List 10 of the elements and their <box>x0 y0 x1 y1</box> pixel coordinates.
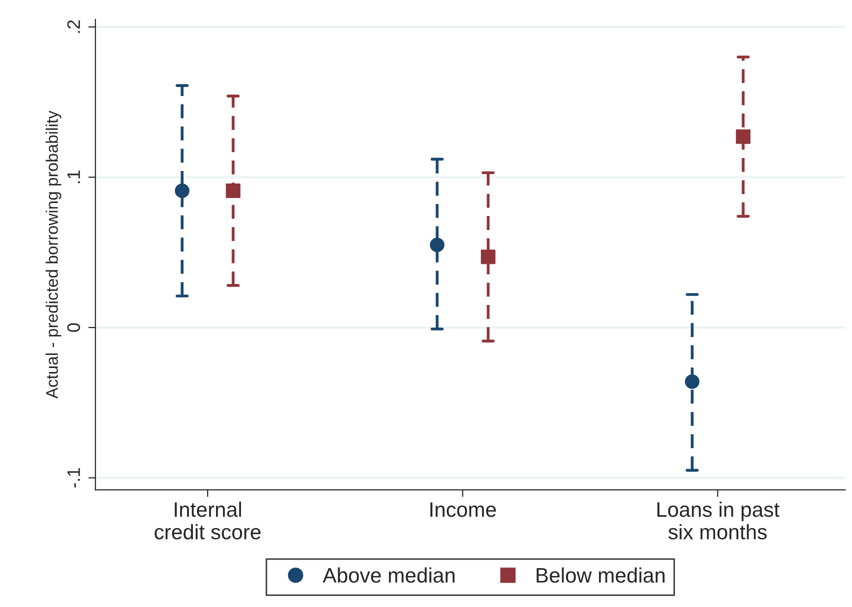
y-tick-label: -.1 <box>67 468 80 488</box>
y-axis-title: Actual - predicted borrowing probability <box>46 110 62 399</box>
legend-label: Below median <box>536 567 665 583</box>
x-tick-label: Income <box>430 502 496 517</box>
legend-label: Above median <box>322 567 454 583</box>
y-tick-label: 0 <box>67 323 80 332</box>
x-tick-label: Internal credit score <box>154 502 261 540</box>
x-tick-label: Loans in past six months <box>657 502 780 540</box>
y-tick-label: .2 <box>67 20 80 33</box>
y-tick-label: .1 <box>67 170 80 184</box>
